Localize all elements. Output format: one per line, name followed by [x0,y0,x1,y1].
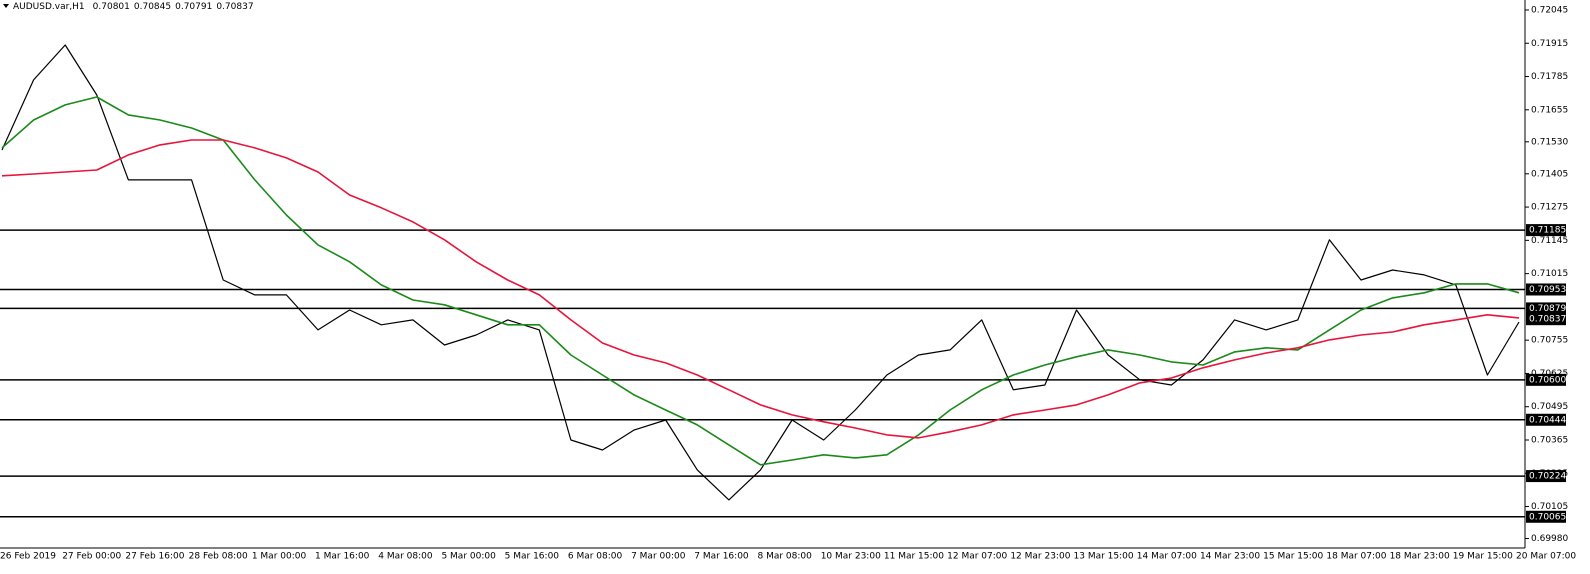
x-tick-label: 5 Mar 16:00 [505,552,560,562]
x-tick-label: 15 Mar 15:00 [1263,552,1323,562]
x-tick-label: 14 Mar 23:00 [1200,552,1260,562]
ohlc-value: 0.70791 [175,2,212,12]
x-tick-label: 27 Feb 00:00 [62,552,121,562]
symbol: AUDUSD.var,H1 [13,2,85,12]
x-tick-label: 27 Feb 16:00 [125,552,184,562]
y-tick-label: 0.69980 [1531,534,1568,544]
x-tick-label: 5 Mar 00:00 [441,552,496,562]
x-tick-label: 13 Mar 15:00 [1074,552,1134,562]
chart-title: AUDUSD.var,H1 0.70801 0.70845 0.70791 0.7083… [13,2,254,12]
last-price-label: 0.70837 [1529,315,1566,325]
y-tick-label: 0.70365 [1531,435,1568,445]
x-tick-label: 19 Mar 15:00 [1453,552,1513,562]
x-tick-label: 10 Mar 23:00 [821,552,881,562]
menu-triangle [3,4,9,8]
x-tick-label: 1 Mar 00:00 [252,552,307,562]
level-label: 0.70444 [1529,415,1566,425]
level-tag [1526,413,1566,426]
level-tag [1526,302,1566,315]
level-tag [1526,283,1566,296]
x-tick-label: 12 Mar 23:00 [1010,552,1070,562]
level-label: 0.70879 [1529,304,1566,314]
x-tick-label: 4 Mar 08:00 [378,552,433,562]
x-tick-label: 7 Mar 00:00 [631,552,686,562]
y-tick-label: 0.71405 [1531,169,1568,179]
x-tick-label: 6 Mar 08:00 [568,552,623,562]
level-tag [1526,470,1566,483]
ohlc-value: 0.70801 [93,2,130,12]
x-tick-label: 1 Mar 16:00 [315,552,370,562]
x-tick-label: 11 Mar 15:00 [884,552,944,562]
last-price-tag [1526,313,1566,326]
moving-average [1,96,1520,466]
x-tick-label: 18 Mar 23:00 [1390,552,1450,562]
y-tick-label: 0.72045 [1531,5,1568,15]
level-tag [1526,510,1566,523]
y-tick-label: 0.71145 [1531,236,1568,246]
y-tick-label: 0.71785 [1531,72,1568,82]
level-tag [1526,224,1566,237]
y-tick-label: 0.70755 [1531,336,1568,346]
x-tick-label: 14 Mar 07:00 [1137,552,1197,562]
y-tick-label: 0.71655 [1531,105,1568,115]
level-label: 0.70953 [1529,285,1566,295]
x-tick-label: 12 Mar 07:00 [947,552,1007,562]
y-tick-label: 0.70495 [1531,402,1568,412]
x-tick-label: 8 Mar 08:00 [758,552,813,562]
x-tick-label: 7 Mar 16:00 [694,552,749,562]
level-label: 0.70600 [1529,375,1566,385]
y-tick-label: 0.71530 [1531,137,1568,147]
level-tag [1526,373,1566,386]
level-label: 0.70224 [1529,472,1566,482]
y-tick-label: 0.70105 [1531,502,1568,512]
price-line [1,44,1520,501]
x-tick-label: 20 Mar 07:00 [1516,552,1576,562]
ohlc-value: 0.70845 [134,2,171,12]
moving-average [1,139,1520,439]
level-label: 0.70065 [1529,512,1566,522]
ohlc-value: 0.70837 [216,2,253,12]
x-tick-label: 18 Mar 07:00 [1326,552,1386,562]
x-tick-label: 28 Feb 08:00 [189,552,248,562]
y-tick-label: 0.71275 [1531,203,1568,213]
y-tick-label: 0.71015 [1531,269,1568,279]
level-label: 0.71185 [1529,226,1566,236]
y-tick-label: 0.71915 [1531,39,1568,49]
x-tick-label: 26 Feb 2019 [0,552,56,562]
